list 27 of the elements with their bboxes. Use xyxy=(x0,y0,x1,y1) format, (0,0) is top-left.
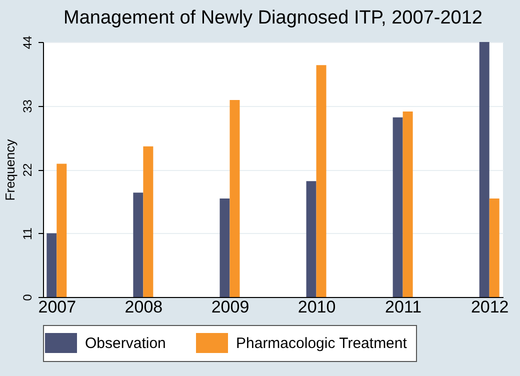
y-axis-title: Frequency xyxy=(2,138,18,201)
x-tick-label: 2007 xyxy=(38,298,76,316)
x-tick-label: 2010 xyxy=(298,298,336,316)
bar xyxy=(402,112,413,297)
bar xyxy=(56,164,67,297)
bar xyxy=(230,100,240,297)
y-tick-label: 11 xyxy=(20,227,34,240)
bar xyxy=(306,181,316,297)
bar xyxy=(489,198,500,297)
y-tick-label: 22 xyxy=(20,163,34,177)
bar xyxy=(392,117,403,297)
bar xyxy=(133,192,144,297)
legend-label: Observation xyxy=(85,335,166,352)
bar xyxy=(316,65,326,297)
bar xyxy=(143,146,154,297)
bar xyxy=(479,42,490,297)
bar xyxy=(46,233,57,297)
x-tick-label: 2011 xyxy=(385,298,422,316)
chart-title: Management of Newly Diagnosed ITP, 2007-2012 xyxy=(64,7,482,28)
y-tick-label: 44 xyxy=(20,36,34,50)
x-tick-label: 2008 xyxy=(124,298,163,316)
legend-label: Pharmacologic Treatment xyxy=(236,335,408,352)
x-tick-label: 2012 xyxy=(470,298,509,316)
y-tick-label: 0 xyxy=(20,294,34,301)
y-tick-label: 33 xyxy=(20,99,34,113)
bar xyxy=(220,198,230,297)
x-tick-label: 2009 xyxy=(211,298,250,316)
